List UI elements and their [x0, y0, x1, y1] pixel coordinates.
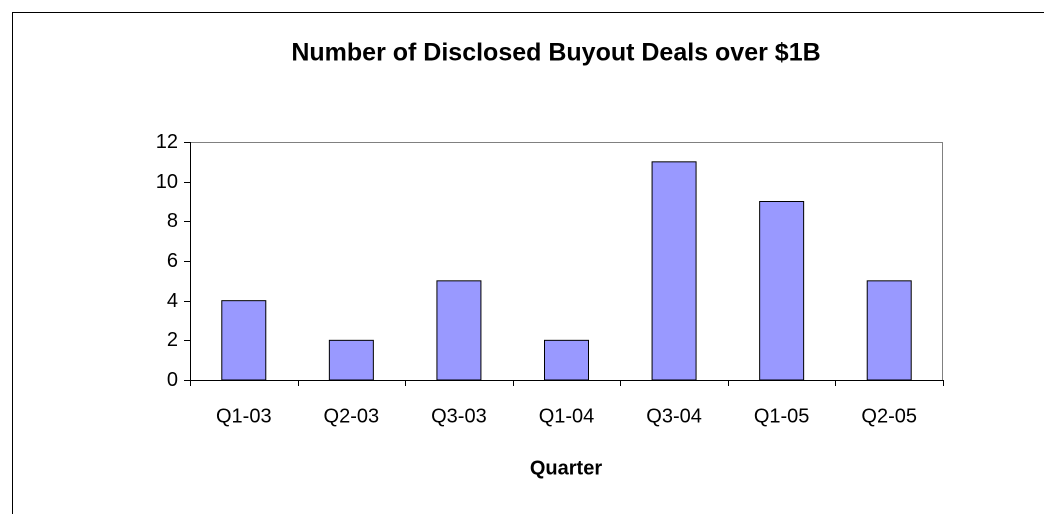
chart-title: Number of Disclosed Buyout Deals over $1… — [291, 39, 820, 67]
y-tick-label: 10 — [156, 171, 178, 193]
y-tick-label: 6 — [167, 250, 178, 272]
y-tick-label: 4 — [167, 290, 178, 312]
y-tick-label: 2 — [167, 329, 178, 351]
x-tick-label: Q2-05 — [861, 405, 917, 427]
bar — [866, 280, 912, 381]
x-axis-title: Quarter — [530, 457, 602, 479]
bar — [221, 300, 267, 381]
y-tick-label: 8 — [167, 210, 178, 232]
y-tick-label: 0 — [167, 369, 178, 391]
x-tick-label: Q1-05 — [754, 405, 810, 427]
x-tick-label: Q2-03 — [324, 405, 380, 427]
bar — [544, 339, 589, 381]
x-tick-label: Q3-03 — [431, 405, 487, 427]
bar — [651, 161, 697, 381]
y-tick-label: 12 — [156, 131, 178, 153]
bar — [436, 280, 482, 381]
x-tick-label: Q3-04 — [646, 405, 702, 427]
x-tick-label: Q1-03 — [216, 405, 272, 427]
bar — [759, 201, 805, 381]
bar — [328, 339, 374, 381]
x-tick-label: Q1-04 — [539, 405, 595, 427]
